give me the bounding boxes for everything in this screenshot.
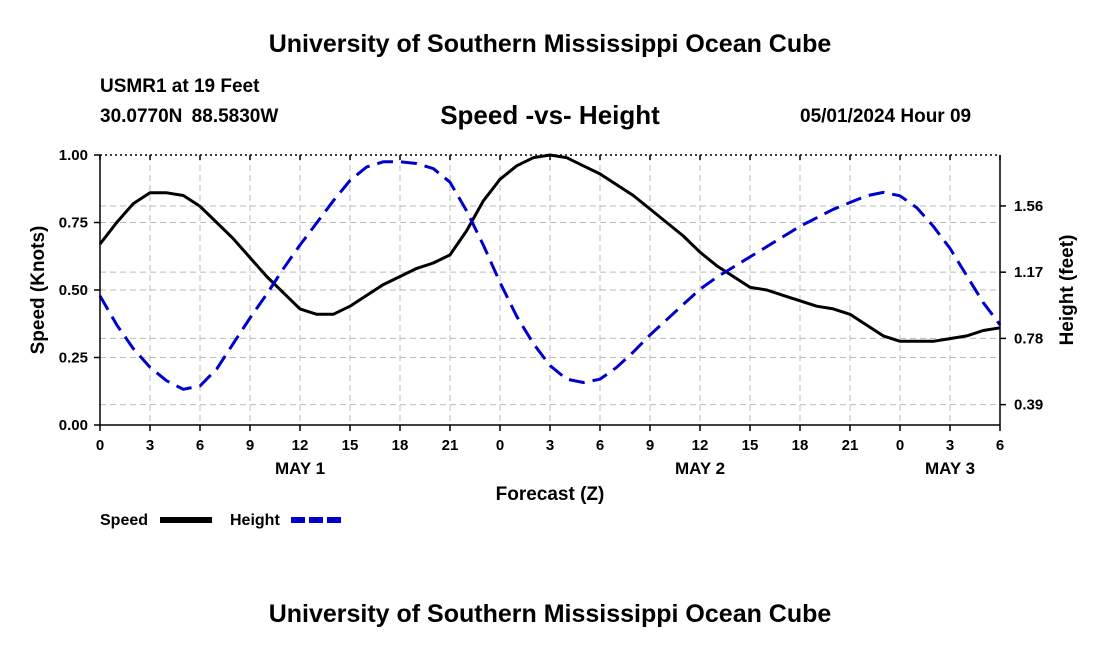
x-tick-label: 12	[292, 437, 309, 454]
x-tick-label: 9	[646, 437, 654, 454]
x-tick-label: 6	[196, 437, 204, 454]
legend-label-height: Height	[230, 512, 280, 529]
x-tick-label: 0	[496, 437, 504, 454]
x-tick-label: 3	[546, 437, 554, 454]
x-tick-label: 0	[96, 437, 104, 454]
x-tick-label: 12	[692, 437, 709, 454]
chart-title: Speed -vs- Height	[440, 100, 660, 130]
y-tick-label-left: 1.00	[59, 147, 88, 164]
legend: Speed Height	[100, 512, 343, 529]
x-tick-label: 15	[342, 437, 359, 454]
day-label: MAY 2	[675, 459, 725, 478]
station-name: USMR1 at 19 Feet	[100, 76, 260, 97]
x-axis-title: Forecast (Z)	[496, 484, 605, 505]
x-tick-label: 3	[146, 437, 154, 454]
y-axis-title-left: Speed (Knots)	[28, 226, 49, 355]
x-tick-label: 18	[392, 437, 409, 454]
main-title: University of Southern Mississippi Ocean…	[268, 30, 832, 58]
station-coordinates: 30.0770N 88.5830W	[100, 106, 279, 127]
legend-label-speed: Speed	[100, 512, 148, 529]
x-tick-label: 9	[246, 437, 254, 454]
y-tick-label-right: 1.17	[1014, 264, 1043, 281]
x-tick-label: 6	[996, 437, 1004, 454]
x-tick-label: 6	[596, 437, 604, 454]
axes	[94, 154, 1006, 431]
x-tick-label: 0	[896, 437, 904, 454]
x-tick-label: 21	[842, 437, 859, 454]
y-tick-label-left: 0.00	[59, 417, 88, 434]
axis-labels: 0 3 6 9 12 15 18 21 0 3 6 9 12 15 18 21 0 3 6 0.00 0.25 0.50 0…	[28, 147, 1078, 505]
x-tick-label: 18	[792, 437, 809, 454]
day-label: MAY 1	[275, 459, 325, 478]
day-label: MAY 3	[925, 459, 975, 478]
y-tick-label-right: 1.56	[1014, 198, 1043, 215]
x-tick-label: 21	[442, 437, 459, 454]
grid	[100, 155, 1000, 425]
forecast-date: 05/01/2024 Hour 09	[800, 106, 972, 127]
y-tick-label-left: 0.50	[59, 282, 88, 299]
y-axis-title-right: Height (feet)	[1057, 235, 1078, 346]
y-tick-label-right: 0.78	[1014, 330, 1043, 347]
x-tick-label: 3	[946, 437, 954, 454]
y-tick-label-left: 0.25	[59, 350, 88, 367]
y-tick-label-right: 0.39	[1014, 397, 1043, 414]
y-tick-label-left: 0.75	[59, 215, 88, 232]
height-series-line	[98, 160, 1002, 391]
x-tick-label: 15	[742, 437, 759, 454]
footer-title: University of Southern Mississippi Ocean…	[268, 600, 832, 628]
